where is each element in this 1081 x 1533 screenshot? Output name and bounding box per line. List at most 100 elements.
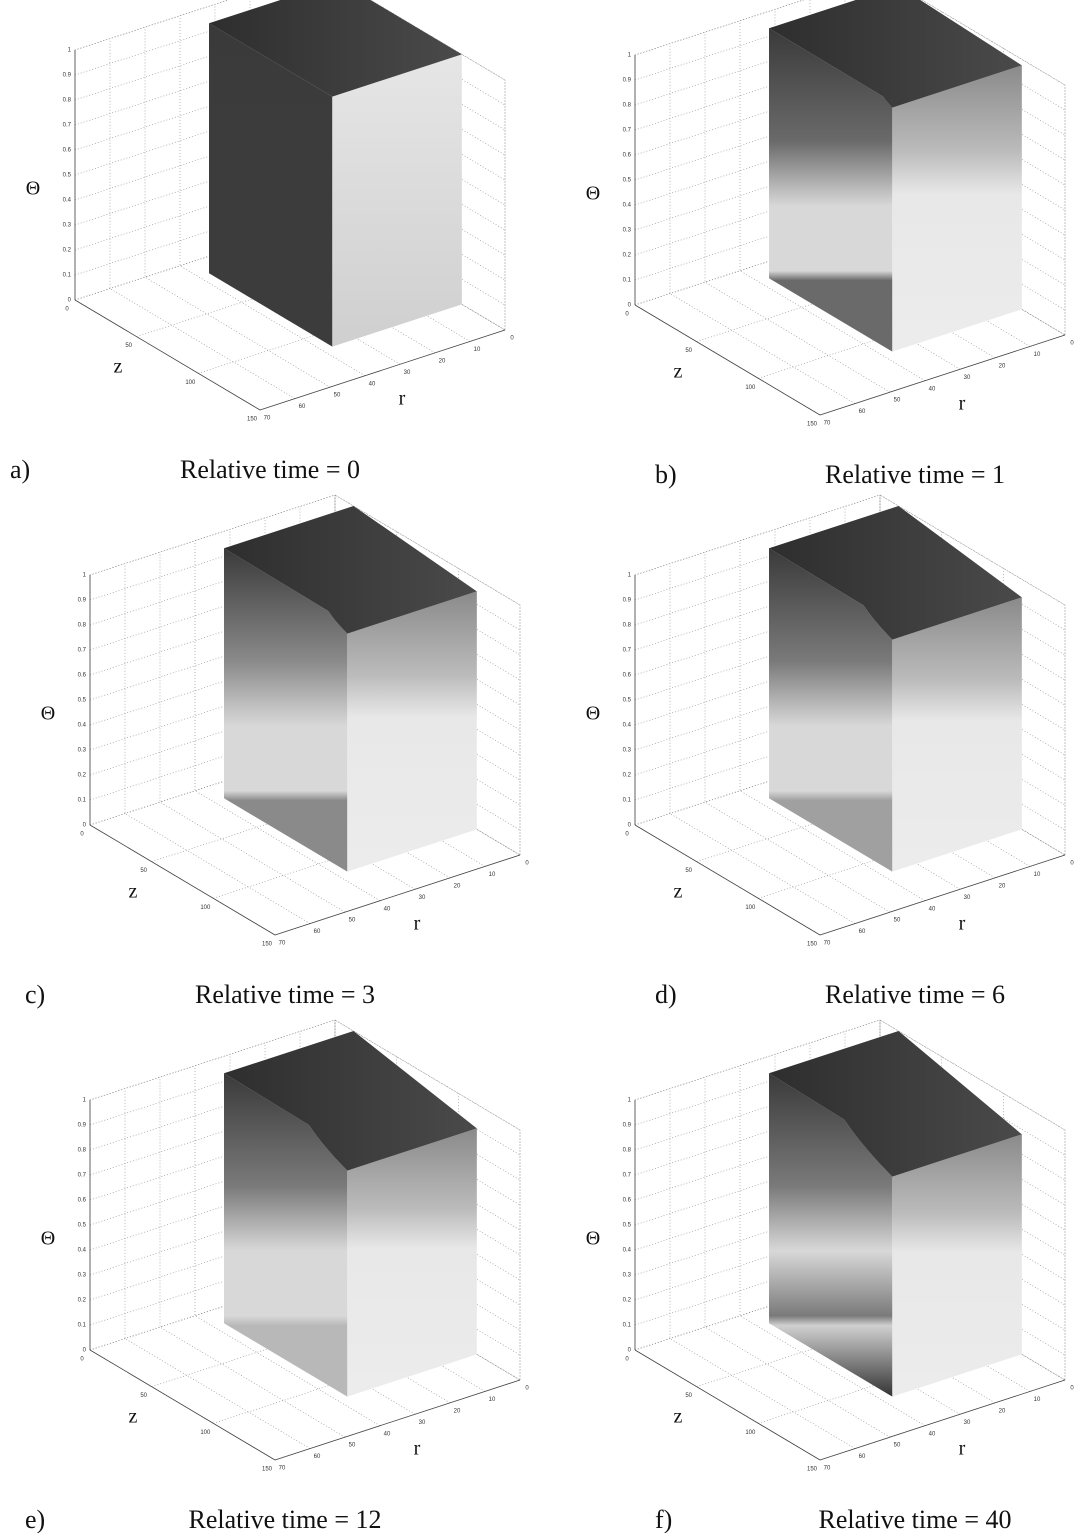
z-tick-label: 0.6	[78, 673, 87, 679]
axis-label: Θ	[41, 703, 55, 725]
z-tick-label: 0.3	[623, 748, 632, 754]
z-tick-label: 0.5	[63, 173, 72, 179]
z-tick-label: 0.8	[623, 623, 632, 629]
axis	[634, 304, 821, 416]
surface-face	[347, 591, 477, 872]
z-tick-label: 0.2	[78, 1298, 87, 1304]
x-tick-label: 0	[625, 1357, 629, 1363]
z-tick-label: 0.2	[623, 253, 632, 259]
z-tick-label: 1	[83, 1098, 87, 1104]
axis-label: r	[414, 1438, 421, 1460]
surface-top	[224, 1031, 477, 1171]
z-tick-label: 0.4	[78, 1248, 87, 1254]
axis	[274, 854, 521, 936]
surface-top	[769, 506, 1022, 640]
grid-line	[704, 1077, 891, 1438]
z-tick-label: 0.4	[623, 1248, 632, 1254]
axis-label: r	[414, 913, 421, 935]
z-tick-label: 0.4	[63, 198, 72, 204]
y-tick-label: 70	[824, 421, 831, 427]
z-tick-label: 0.5	[623, 1223, 632, 1229]
axis-label: r	[959, 1438, 966, 1460]
y-tick-label: 30	[964, 1420, 971, 1426]
x-tick-label: 100	[200, 905, 211, 911]
z-tick-label: 1	[628, 573, 632, 579]
axis-label: r	[959, 913, 966, 935]
z-tick-label: 0.2	[63, 248, 72, 254]
grid-line	[124, 563, 311, 924]
y-tick-label: 40	[384, 1431, 391, 1437]
y-tick-label: 20	[999, 1408, 1006, 1414]
y-tick-label: 30	[419, 1420, 426, 1426]
grid-line	[194, 540, 381, 901]
x-tick-label: 50	[685, 1393, 692, 1399]
panel-title: Relative time = 3	[195, 980, 375, 1009]
panel-title: Relative time = 40	[818, 1505, 1011, 1533]
panel: 00.10.20.30.40.50.60.70.80.9105010015001…	[25, 494, 529, 1009]
y-tick-label: 10	[1034, 352, 1041, 358]
y-tick-label: 0	[525, 1386, 529, 1392]
grid-line	[669, 563, 856, 924]
x-tick-label: 50	[685, 868, 692, 874]
y-tick-label: 20	[454, 1408, 461, 1414]
y-tick-label: 20	[999, 883, 1006, 889]
x-tick-label: 150	[247, 417, 258, 423]
z-tick-label: 0.1	[623, 798, 632, 804]
grid-line	[739, 20, 926, 381]
y-tick-label: 0	[525, 861, 529, 867]
z-tick-label: 0.6	[78, 1198, 87, 1204]
axis	[259, 329, 506, 411]
z-tick-label: 0.4	[623, 723, 632, 729]
surface-face	[332, 54, 462, 347]
x-tick-label: 0	[80, 832, 84, 838]
z-tick-label: 1	[628, 53, 632, 59]
z-tick-label: 0.5	[623, 178, 632, 184]
y-tick-label: 20	[439, 358, 446, 364]
z-tick-label: 0.2	[78, 773, 87, 779]
surface-face	[209, 23, 333, 347]
panel-title: Relative time = 1	[825, 460, 1005, 489]
y-tick-label: 50	[349, 1443, 356, 1449]
y-tick-label: 20	[454, 883, 461, 889]
grid-line	[669, 43, 856, 404]
y-tick-label: 70	[824, 941, 831, 947]
z-tick-label: 0.1	[623, 1323, 632, 1329]
z-tick-label: 0	[83, 823, 87, 829]
surface-top	[224, 506, 477, 634]
y-tick-label: 70	[279, 941, 286, 947]
y-tick-label: 10	[1034, 1397, 1041, 1403]
z-tick-label: 0.6	[63, 148, 72, 154]
axis	[634, 824, 821, 936]
z-tick-label: 0.8	[623, 1148, 632, 1154]
z-tick-label: 0.7	[623, 1173, 632, 1179]
grid-line	[704, 552, 891, 913]
z-tick-label: 0.8	[63, 98, 72, 104]
x-tick-label: 0	[65, 307, 69, 313]
axis	[274, 1379, 521, 1461]
x-tick-label: 50	[125, 343, 132, 349]
x-tick-label: 100	[745, 1430, 756, 1436]
axis-label: z	[114, 356, 123, 378]
grid-line	[159, 1077, 346, 1438]
z-tick-label: 0.5	[78, 698, 87, 704]
x-tick-label: 0	[80, 1357, 84, 1363]
grid-line	[739, 540, 926, 901]
surface-face	[892, 597, 1022, 872]
z-tick-label: 0.5	[623, 698, 632, 704]
panel-label: c)	[25, 980, 45, 1009]
x-tick-label: 150	[807, 942, 818, 948]
y-tick-label: 50	[349, 918, 356, 924]
axis	[634, 1349, 821, 1461]
surface-top	[769, 1031, 1022, 1177]
surface-face	[769, 28, 893, 352]
z-tick-label: 0.7	[78, 648, 87, 654]
y-tick-label: 0	[1070, 861, 1074, 867]
y-tick-label: 40	[929, 1431, 936, 1437]
z-tick-label: 1	[68, 48, 72, 54]
x-tick-label: 100	[185, 380, 196, 386]
z-tick-label: 0.8	[623, 103, 632, 109]
grid-line	[194, 1065, 381, 1426]
surface-face	[347, 1128, 477, 1397]
z-tick-label: 0.3	[63, 223, 72, 229]
y-tick-label: 30	[404, 370, 411, 376]
